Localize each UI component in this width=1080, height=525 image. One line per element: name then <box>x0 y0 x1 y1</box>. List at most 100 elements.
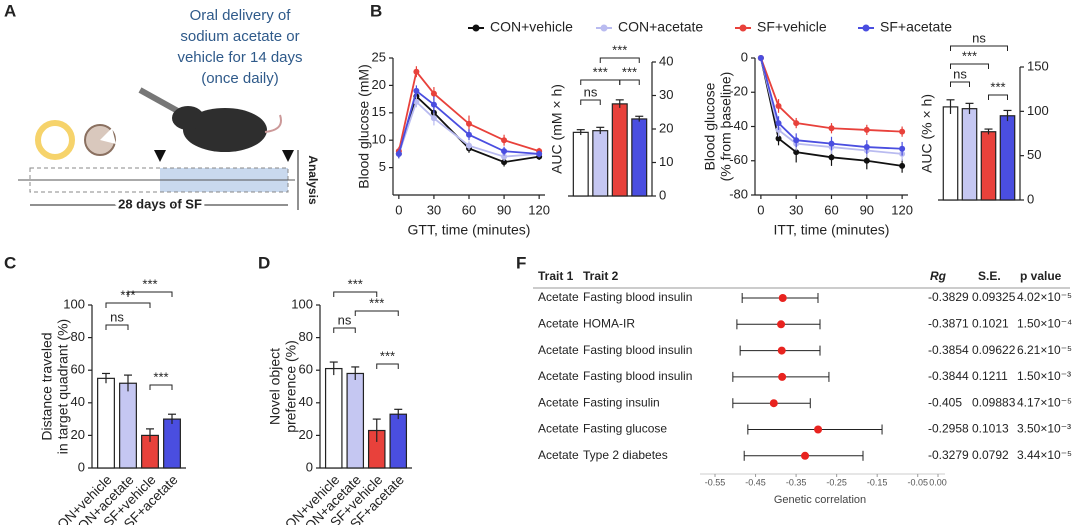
significance-label: *** <box>612 42 627 57</box>
bar <box>324 367 343 469</box>
duration-label: 28 days of SF <box>118 196 202 211</box>
trait1: Acetate <box>538 448 579 462</box>
y-axis-title: AUC (mM × h) <box>549 84 565 174</box>
y-axis-title: Distance traveled <box>39 332 55 440</box>
significance-label: *** <box>380 348 395 363</box>
se-value: 0.09325 <box>972 290 1016 304</box>
data-point <box>828 140 835 147</box>
series-line <box>760 57 903 133</box>
rg-value: -0.3871 <box>928 316 969 330</box>
p-value: 3.50×10⁻³ <box>1017 422 1071 436</box>
y-tick-label: 100 <box>63 296 85 311</box>
rg-point <box>778 372 787 381</box>
data-point <box>863 157 870 164</box>
y-tick-label: 100 <box>1027 103 1049 118</box>
data-point <box>466 120 472 127</box>
x-tick-label: -0.55 <box>705 477 726 487</box>
data-point <box>430 115 437 122</box>
bar <box>611 103 628 197</box>
y-tick-label: 0 <box>741 49 748 64</box>
y-tick-label: 80 <box>299 329 313 344</box>
panel-a: A 28 days of SF Analysis <box>4 1 320 214</box>
panel-label: F <box>516 253 526 272</box>
x-tick-label: -0.45 <box>745 477 766 487</box>
significance-bracket <box>105 302 151 308</box>
bar <box>961 108 978 201</box>
bar <box>592 130 609 197</box>
data-point <box>501 137 508 144</box>
mouse-tail <box>264 114 282 133</box>
x-tick-label: 90 <box>860 202 874 217</box>
legend-marker <box>739 24 747 32</box>
significance-bracket <box>354 310 399 316</box>
y-axis-title: Blood glucose (mM) <box>356 64 372 189</box>
significance-label: *** <box>142 276 157 291</box>
trait2: Fasting blood insulin <box>583 343 692 357</box>
data-point <box>899 162 906 169</box>
column-header: Rg <box>930 269 947 283</box>
data-point <box>899 145 906 152</box>
data-point <box>430 90 437 97</box>
analysis-label: Analysis <box>306 155 320 205</box>
significance-bracket <box>619 79 640 85</box>
legend-marker <box>472 24 480 32</box>
significance-label: *** <box>990 79 1005 94</box>
se-value: 0.1211 <box>972 369 1008 383</box>
p-value: 4.02×10⁻⁵ <box>1017 290 1072 304</box>
data-point <box>413 87 420 94</box>
significance-bracket <box>950 45 1008 51</box>
column-header: S.E. <box>978 269 1001 283</box>
data-point <box>863 126 870 133</box>
significance-bracket <box>950 63 989 69</box>
significance-bracket <box>599 57 640 63</box>
panel-label: B <box>370 1 382 20</box>
trait1: Acetate <box>538 395 579 409</box>
significance-label: *** <box>962 48 977 63</box>
data-point <box>775 135 782 142</box>
y-tick-label: 20 <box>71 427 85 442</box>
series-line <box>760 57 903 155</box>
y-tick-label: 0 <box>659 187 666 202</box>
x-tick-label: 60 <box>824 202 838 217</box>
data-point <box>899 128 906 135</box>
y-tick-label: -80 <box>729 186 748 201</box>
data-point <box>828 154 835 161</box>
y-tick-label: 0 <box>306 459 313 474</box>
column-header: Trait 1 <box>538 269 574 283</box>
significance-bracket <box>376 363 399 369</box>
se-value: 0.09883 <box>972 395 1016 409</box>
significance-label: ns <box>584 84 598 99</box>
x-tick-label: 60 <box>462 202 476 217</box>
y-tick-label: 5 <box>379 159 386 174</box>
rg-value: -0.3279 <box>928 448 969 462</box>
data-point <box>793 120 800 127</box>
y-tick-label: 50 <box>1027 147 1041 162</box>
rg-value: -0.2958 <box>928 422 969 436</box>
p-value: 1.50×10⁻³ <box>1017 369 1071 383</box>
significance-bracket <box>988 94 1008 100</box>
data-point <box>430 101 437 108</box>
column-header: Trait 2 <box>583 269 619 283</box>
y-tick-label: 0 <box>78 459 85 474</box>
y-tick-label: 30 <box>659 87 673 102</box>
trait2: Fasting blood insulin <box>583 290 692 304</box>
panel-label: A <box>4 1 16 20</box>
y-tick-label: -60 <box>729 152 748 167</box>
bar <box>119 382 137 469</box>
trait1: Acetate <box>538 290 579 304</box>
x-axis-title: ITT, time (minutes) <box>774 222 890 238</box>
y-tick-label: -40 <box>729 118 748 133</box>
rg-value: -0.3829 <box>928 290 969 304</box>
trait1: Acetate <box>538 316 579 330</box>
y-tick-label: 20 <box>659 120 673 135</box>
y-tick-label: 15 <box>372 104 386 119</box>
significance-label: *** <box>369 295 384 310</box>
data-point <box>863 144 870 151</box>
data-point <box>757 55 764 61</box>
significance-bracket <box>333 327 356 333</box>
protocol-text: vehicle for 14 days <box>177 49 302 66</box>
rg-point <box>769 399 778 408</box>
y-tick-label: -20 <box>729 84 748 99</box>
significance-bracket <box>149 384 173 390</box>
trait2: Fasting glucose <box>583 422 667 436</box>
